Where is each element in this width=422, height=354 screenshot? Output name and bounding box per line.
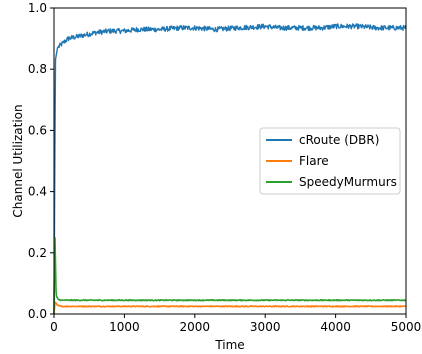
series-layer — [53, 23, 407, 315]
x-tick-label: 1000 — [109, 320, 140, 334]
x-tick-label: 5000 — [391, 320, 422, 334]
x-tick-label: 0 — [50, 320, 58, 334]
legend-label: SpeedyMurmurs — [299, 175, 397, 189]
y-tick-label: 0.0 — [28, 307, 47, 321]
legend-label: Flare — [299, 154, 329, 168]
legend-label: cRoute (DBR) — [299, 133, 379, 147]
x-axis-label: Time — [214, 338, 244, 352]
plot-frame — [53, 7, 407, 315]
legend: cRoute (DBR) Flare SpeedyMurmurs — [259, 127, 401, 195]
y-tick-label: 1.0 — [28, 1, 47, 15]
y-axis-label: Channel Utilization — [11, 104, 25, 217]
y-tick-label: 0.6 — [28, 123, 47, 137]
x-tick-label: 4000 — [320, 320, 351, 334]
y-tick-label: 0.4 — [28, 185, 47, 199]
y-tick-label: 0.8 — [28, 62, 47, 76]
y-axis: 0.0 0.2 0.4 0.6 0.8 1.0 — [28, 1, 54, 321]
series-line-croute-dbr — [53, 23, 407, 315]
x-axis: 0 1000 2000 3000 4000 5000 — [50, 314, 421, 334]
legend-box — [259, 127, 401, 195]
x-tick-label: 2000 — [180, 320, 211, 334]
series-line-speedymurmurs — [53, 237, 407, 315]
series-line-flare — [53, 301, 407, 315]
y-tick-label: 0.2 — [28, 246, 47, 260]
x-tick-label: 3000 — [250, 320, 281, 334]
